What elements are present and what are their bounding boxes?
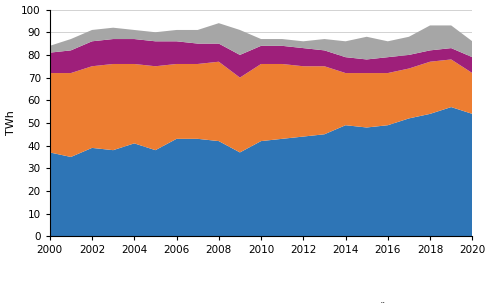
Y-axis label: TWh: TWh	[5, 111, 16, 135]
Legend: Förnybara bränslen, Fossila bränslen, Torv, Övriga: Förnybara bränslen, Fossila bränslen, To…	[108, 298, 415, 303]
